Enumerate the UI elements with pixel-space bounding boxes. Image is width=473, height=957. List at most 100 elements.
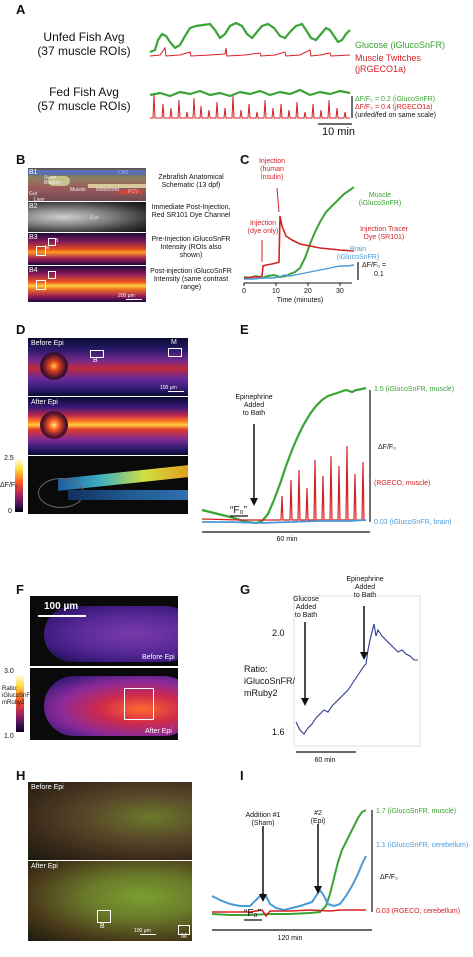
g-glucose-label-1: Glucose [293,596,319,603]
f-before-image [30,596,178,666]
b-scalebar [126,299,142,300]
g-glucose-label-2: Added [295,604,317,611]
c-tracer-trace [243,215,355,279]
d-cbar-label: ΔF/F₀ [0,482,19,489]
panel-d-letter: D [16,322,26,337]
i-cerebellum-trace [211,855,367,912]
b3-roi-m [36,246,46,256]
g-epi-label-3: to Bath [353,592,377,599]
i-add1-arrowhead [259,894,267,902]
g-epi-label-2: Added [354,584,376,591]
e-f0-label: “F₀” [230,505,247,516]
i-rgeco-label: 0.03 (RGECO, cerebellum) [376,908,461,915]
b4-roi-b [48,271,56,279]
scale-green: ΔF/F₀ = 0.2 (iGlucoSnFR) [355,96,436,103]
f-colorbar [16,674,24,732]
c-xtick-label-10: 10 [272,288,280,295]
f-cbar-min: 1.0 [4,733,14,740]
b3-pre-injection [28,233,146,265]
fed-twitch-trace [150,94,350,119]
g-y-bottom: 1.6 [272,727,285,737]
i-add2-label-1: #2 [314,810,322,817]
h-after-label: After Epi [31,863,58,870]
i-add1-label-2: (Sham) [251,820,275,827]
i-f0-label: “F₀” [244,908,261,919]
h-roi-m-label: M [181,933,187,940]
f-roi [124,688,154,720]
i-muscle-label: 1.7 (iGlucoSnFR, muscle) [376,808,457,815]
panel-e-letter: E [240,322,249,337]
e-muscle-trace [201,386,367,525]
c-scale-text-1: ΔF/F₀ = [362,262,387,269]
i-time-label: 120 min [277,935,303,942]
b-desc1: Zebrafish Anatomical Schematic (13 dpf) [158,174,224,189]
e-rgeco-label: (RGECO, muscle) [374,480,431,487]
e-brain-trace [202,519,367,524]
c-muscle-label: Muscle (iGlucoSnFR) [358,192,402,207]
e-brain-label: 0.03 (iGlucoSnFR, brain) [374,519,452,526]
anat-muscle: Muscle [70,187,86,193]
h-scalebar [140,934,156,935]
anat-pcv: PCV [128,189,139,195]
d-after-label: After Epi [31,399,58,406]
i-add2-label-2: (Epi) [310,818,326,825]
b2-dye-image [28,202,146,232]
e-muscle-label: 1.5 (iGlucoSnFR, muscle) [374,386,455,393]
d-cbar-min: 0 [8,508,12,515]
fed-label: Fed Fish Avg (57 muscle ROIs) [14,85,154,113]
d-before-label: Before Epi [31,340,64,347]
h-scale-text: 100 µm [134,928,151,934]
c-brain-label: Brain (iGlucoSnFR) [336,246,380,261]
b4-tag: B4 [29,267,38,274]
c-arrow-insulin [276,187,280,213]
g-ratio-3: mRuby2 [244,688,278,698]
unfed-label-line1: Unfed Fish Avg [43,30,125,44]
g-ratio-2: iGlucoSnFR/ [244,676,296,686]
fed-label-line1: Fed Fish Avg [49,85,119,99]
twitch-legend-2: (jRGECO1a) [355,64,407,74]
panel-b-letter: B [16,152,26,167]
e-epi-arrowhead [250,498,258,506]
fed-label-line2: (57 muscle ROIs) [37,99,131,113]
i-add1-label-1: Addition #1 [245,812,281,819]
c-xtick-label-20: 20 [304,288,312,295]
g-glucose-label-3: to Bath [294,612,318,619]
panel-h-letter: H [16,768,26,783]
f-cbar-max: 3.0 [4,668,14,675]
panel-c-chart [243,186,359,286]
anat-eye: Eye [90,215,99,221]
anat-cns: CNS [118,170,129,176]
c-xlabel: Time (minutes) [276,297,324,304]
d-roi-b-label: B [93,357,98,364]
d-roi-b [90,350,104,358]
c-xtick-label-30: 30 [336,288,344,295]
time-scale-a: 10 min [322,126,356,138]
d-after-image [28,397,188,455]
c-scale-text-2: 0.1 [374,271,384,278]
unfed-label-line2: (37 muscle ROIs) [37,44,131,58]
b3-roi-b [48,238,56,246]
e-time-label: 60 min [276,536,298,543]
b1-schematic [28,168,146,201]
panel-c-letter: C [240,152,250,167]
panel-e-chart [201,386,371,533]
b4-roi-m [36,280,46,290]
panel-i-letter: I [240,768,244,783]
panel-g-chart [293,595,421,753]
f-after-label: After Epi [145,728,172,735]
d-roi-m [168,348,182,357]
anat-liver: Liver [34,197,45,203]
e-ylabel: ΔF/F₀ [378,444,397,451]
f-ratio-label: Ratio: iGlucoSnFR/ mRuby2 [2,686,37,706]
scale-note: (unfed/fed on same scale) [355,112,436,119]
d-dff-image [28,456,188,514]
anat-notochord: Notochord [96,187,120,193]
g-plot-frame [293,595,421,747]
glucose-legend: Glucose (iGlucoSnFR) [355,40,446,50]
d-scalebar [168,391,184,392]
g-y-top: 2.0 [272,628,285,638]
b2-tag: B2 [29,203,38,210]
c-xtick-label-0: 0 [242,288,246,295]
c-inj-insulin: Injection (human Insulin) [258,158,286,181]
scale-red: ΔF/F₀ = 0.4 (jRGECO1a) [355,104,433,111]
